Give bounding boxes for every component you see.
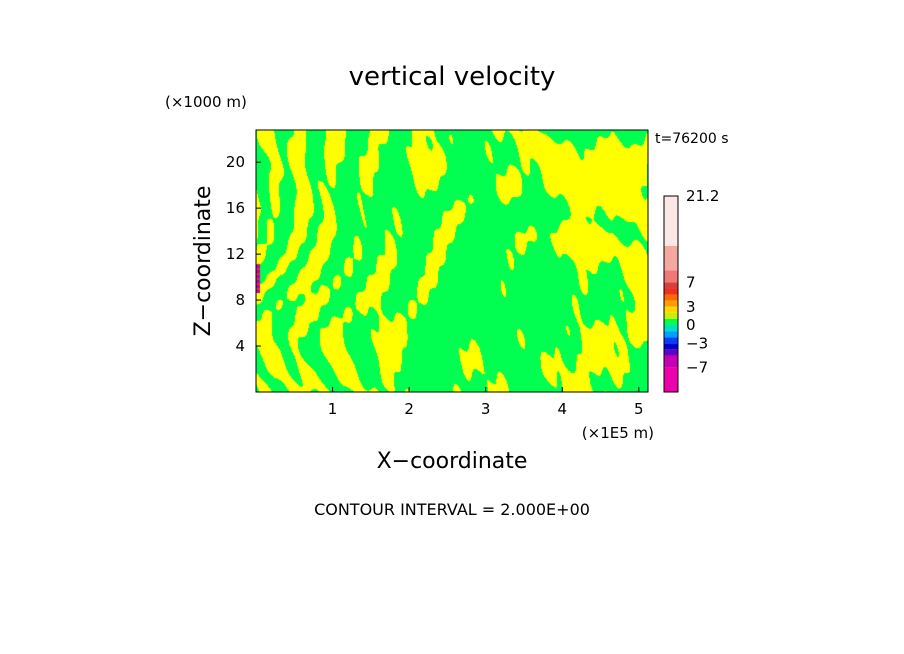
colorbar-level (664, 196, 678, 246)
time-label: t=76200 s (655, 131, 729, 147)
plot-frame (255, 129, 649, 393)
colorbar-tick-label: 7 (686, 273, 696, 291)
y-tick-label: 4 (235, 337, 245, 355)
colorbar-level (664, 337, 678, 344)
velocity-field (256, 130, 648, 392)
colorbar-level (664, 349, 678, 356)
colorbar-tick-label: −7 (686, 359, 708, 377)
colorbar-level (664, 245, 678, 271)
chart-title: vertical velocity (349, 62, 556, 92)
x-tick-label: 3 (481, 400, 491, 418)
colorbar-frame (663, 195, 679, 393)
colorbar-level (664, 270, 678, 283)
colorbar-tick-label: 3 (686, 298, 696, 316)
colorbar-level (664, 294, 678, 301)
colorbar-level (664, 343, 678, 350)
y-axis-label: Z−coordinate (191, 186, 216, 337)
y-tick-label: 16 (226, 199, 245, 217)
y-tick-label: 8 (235, 291, 245, 309)
plot-area (255, 129, 649, 393)
colorbar-level (664, 288, 678, 295)
colorbar-level (664, 300, 678, 307)
colorbar-tick-labels: 21.2 7 30−3 −7 (686, 187, 719, 377)
y-tick-label: 12 (226, 245, 245, 263)
x-tick-label: 2 (404, 400, 414, 418)
contour-interval-note: CONTOUR INTERVAL = 2.000E+00 (314, 500, 590, 519)
x-tick-label: 1 (328, 400, 338, 418)
colorbar-level (664, 318, 678, 326)
x-tick-label: 4 (557, 400, 567, 418)
colorbar-level (664, 367, 678, 392)
z-unit-label: (×1000 m) (165, 93, 247, 111)
colorbar-level (664, 282, 678, 289)
x-unit-label: (×1E5 m) (582, 424, 654, 442)
y-axis: 4 8 12 16 20 (226, 153, 261, 355)
colorbar-level (664, 325, 678, 332)
x-axis: 1 2 3 4 5 (328, 387, 644, 418)
velocity-field-image (256, 130, 648, 392)
colorbar (663, 195, 679, 393)
x-axis-label: X−coordinate (377, 449, 528, 474)
colorbar-level (664, 355, 678, 368)
colorbar-tick-label: −3 (686, 334, 708, 352)
colorbar-level (664, 312, 678, 319)
x-tick-label: 5 (634, 400, 644, 418)
y-tick-label: 20 (226, 153, 245, 171)
colorbar-level (664, 331, 678, 338)
colorbar-tick-label: 0 (686, 316, 696, 334)
colorbar-level (664, 306, 678, 313)
colorbar-tick-label: 21.2 (686, 187, 719, 205)
